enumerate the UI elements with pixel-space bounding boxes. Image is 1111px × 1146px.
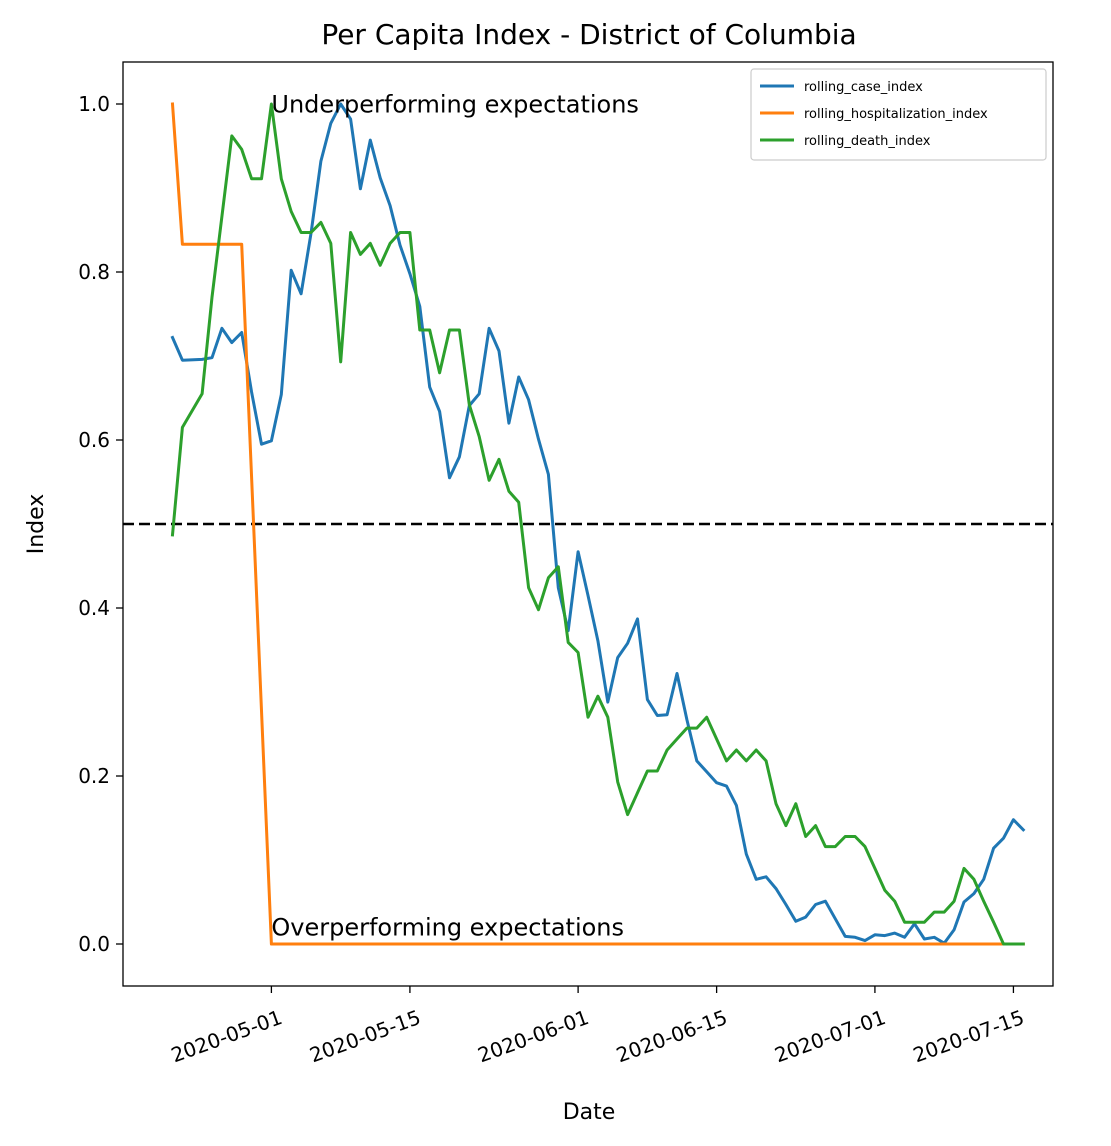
- x-axis-label: Date: [563, 1100, 616, 1125]
- y-tick-label: 0.4: [78, 596, 110, 620]
- y-axis-label: Index: [24, 494, 49, 555]
- legend-label: rolling_case_index: [804, 80, 923, 95]
- y-tick-label: 0.8: [78, 260, 110, 284]
- y-tick-label: 0.0: [78, 932, 110, 956]
- legend-label: rolling_death_index: [804, 134, 931, 149]
- annotations: Underperforming expectations Overperformi…: [271, 90, 639, 941]
- annotation-text: Overperforming expectations: [271, 914, 624, 942]
- series-line-rolling-death-index: [170, 102, 1025, 946]
- plot-frame: [122, 61, 1054, 987]
- annotation-text: Underperforming expectations: [271, 90, 639, 118]
- legend: rolling_case_index rolling_hospitalizatio…: [750, 68, 1047, 161]
- legend-box: [750, 68, 1047, 161]
- series-line-rolling-case-index: [170, 102, 1026, 945]
- legend-label: rolling_hospitalization_index: [804, 107, 988, 122]
- y-tick-label: 1.0: [78, 92, 110, 116]
- y-tick-label: 0.2: [78, 764, 110, 788]
- plot-content: [123, 102, 1053, 946]
- y-tick-label: 0.6: [78, 428, 110, 452]
- chart-title: Per Capita Index - District of Columbia: [321, 18, 856, 51]
- series-line-rolling-hospitalization-index: [170, 102, 1025, 946]
